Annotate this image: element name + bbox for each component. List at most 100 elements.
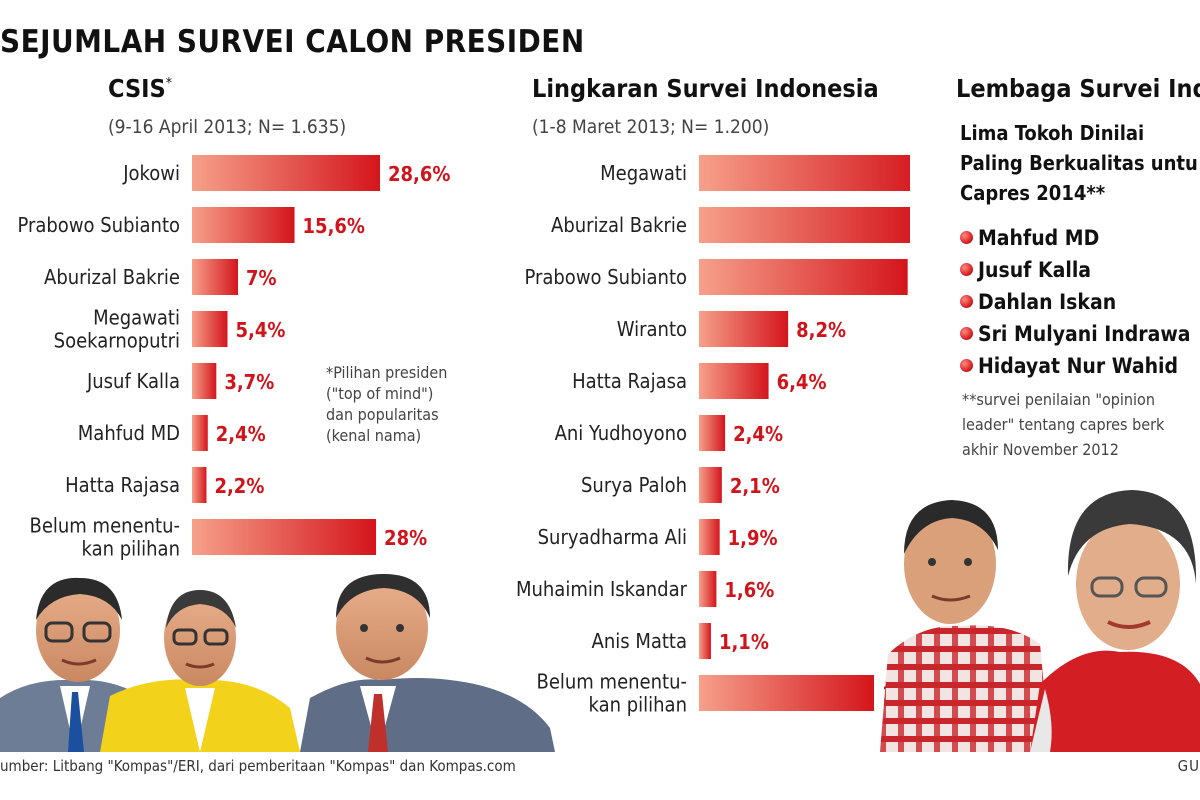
lembaga-item-label: Mahfud MD	[978, 226, 1100, 250]
category-label: Anis Matta	[592, 629, 687, 653]
category-label: Jokowi	[122, 161, 180, 185]
bullet-icon	[960, 327, 973, 340]
value-label: 7%	[246, 266, 277, 290]
bar	[699, 311, 789, 347]
lsi-subtitle: (1-8 Maret 2013; N= 1.200)	[532, 116, 770, 138]
bar	[699, 467, 722, 503]
bar	[192, 207, 295, 243]
lembaga-title: Lembaga Survei Indon	[956, 74, 1200, 103]
value-label: 2,4%	[216, 422, 266, 446]
value-label: 28,6%	[388, 162, 450, 186]
bar	[192, 519, 377, 555]
category-label: kan pilihan	[82, 537, 180, 561]
value-label: 2,4%	[733, 422, 783, 446]
bar	[192, 415, 208, 451]
category-label: Hatta Rajasa	[572, 369, 687, 393]
credit-mark: GU	[1177, 757, 1200, 775]
bar	[699, 207, 910, 243]
value-label: 5,4%	[235, 318, 285, 342]
value-label: 2,1%	[730, 474, 780, 498]
bar	[699, 623, 711, 659]
bar	[699, 519, 720, 555]
category-label: Aburizal Bakrie	[551, 213, 687, 237]
category-label: Aburizal Bakrie	[44, 265, 180, 289]
category-label: Belum menentu-	[536, 670, 687, 694]
category-label: Hatta Rajasa	[65, 473, 180, 497]
value-label: 2,2%	[214, 474, 264, 498]
source-note: umber: Litbang "Kompas"/ERI, dari pember…	[0, 757, 516, 775]
category-label: Wiranto	[617, 317, 687, 341]
lembaga-note: **survei penilaian "opinion leader" tent…	[962, 387, 1164, 462]
category-label: Muhaimin Iskandar	[516, 577, 688, 601]
bullet-icon	[960, 231, 973, 244]
portrait-figure	[100, 590, 300, 752]
value-label: 6,4%	[777, 370, 827, 394]
lembaga-heading-line: Paling Berkualitas untu	[960, 151, 1198, 175]
lembaga-heading-line: Capres 2014**	[960, 181, 1106, 205]
lembaga-heading-line: Lima Tokoh Dinilai	[960, 121, 1145, 145]
category-label: Suryadharma Ali	[538, 525, 687, 549]
bar	[192, 259, 239, 295]
bar	[699, 155, 910, 191]
csis-bar-chart: Jokowi 28,6% Prabowo Subianto 15,6% Aburizal…	[17, 155, 450, 561]
csis-title-mark: *	[165, 75, 173, 92]
value-label: 1,9%	[728, 526, 778, 550]
csis-note-line: (kenal nama)	[326, 426, 422, 445]
category-label: Prabowo Subianto	[524, 265, 687, 289]
lembaga-note-line: akhir November 2012	[962, 440, 1119, 459]
category-label: Prabowo Subianto	[17, 213, 180, 237]
value-label: 28%	[384, 526, 427, 550]
lembaga-heading: Lima Tokoh Dinilai Paling Berkualitas un…	[960, 118, 1198, 208]
category-label: Surya Paloh	[581, 473, 687, 497]
jokowi-megawati-illustration	[880, 490, 1200, 752]
csis-title: CSIS*	[108, 74, 172, 103]
lsi-bar-chart: Megawati20,7%Aburizal Bakrie20,3%Prabowo…	[516, 155, 910, 717]
category-label: Ani Yudhoyono	[555, 421, 687, 445]
lembaga-list-item: Jusuf Kalla	[960, 254, 1191, 286]
category-label: Jusuf Kalla	[86, 369, 180, 393]
category-label: Megawati	[93, 306, 180, 330]
page-title: SEJUMLAH SURVEI CALON PRESIDEN	[0, 24, 585, 60]
value-label: 1,1%	[719, 630, 769, 654]
category-label: kan pilihan	[589, 693, 687, 717]
lsi-title: Lingkaran Survei Indonesia	[532, 74, 879, 103]
portrait-figure	[1030, 490, 1200, 752]
value-label: 15,6%	[303, 214, 365, 238]
csis-note-line: dan popularitas	[326, 405, 439, 424]
csis-note-line: ("top of mind")	[326, 384, 434, 403]
csis-note: *Pilihan presiden ("top of mind") dan po…	[326, 362, 447, 446]
bar	[192, 363, 217, 399]
csis-title-text: CSIS	[108, 74, 166, 103]
bar	[192, 155, 380, 191]
bar	[192, 311, 228, 347]
lembaga-item-label: Jusuf Kalla	[978, 258, 1092, 282]
value-label: 1,6%	[724, 578, 774, 602]
bullet-icon	[960, 295, 973, 308]
lembaga-list-item: Mahfud MD	[960, 222, 1191, 254]
bar	[699, 415, 726, 451]
csis-subtitle: (9-16 April 2013; N= 1.635)	[108, 116, 347, 138]
portrait-figure	[880, 500, 1050, 752]
lembaga-list: Mahfud MD Jusuf Kalla Dahlan Iskan Sri M…	[960, 222, 1191, 382]
lembaga-note-line: **survei penilaian "opinion	[962, 390, 1155, 409]
bullet-icon	[960, 359, 973, 372]
lembaga-item-label: Hidayat Nur Wahid	[978, 354, 1179, 378]
value-label: 3,7%	[224, 370, 274, 394]
lembaga-item-label: Dahlan Iskan	[978, 290, 1117, 314]
lembaga-note-line: leader" tentang capres berk	[962, 415, 1165, 434]
bar	[699, 259, 908, 295]
value-label: 8,2%	[796, 318, 846, 342]
bar	[699, 675, 874, 711]
category-label: Mahfud MD	[78, 421, 180, 445]
bullet-icon	[960, 263, 973, 276]
lembaga-list-item: Hidayat Nur Wahid	[960, 350, 1191, 382]
bar	[699, 571, 717, 607]
lembaga-list-item: Sri Mulyani Indrawa	[960, 318, 1191, 350]
category-label: Megawati	[600, 161, 687, 185]
csis-note-line: *Pilihan presiden	[326, 363, 448, 382]
category-label: Belum menentu-	[29, 514, 180, 538]
bar	[192, 467, 207, 503]
lembaga-item-label: Sri Mulyani Indrawa	[978, 322, 1191, 346]
bar	[699, 363, 769, 399]
category-label: Soekarnoputri	[54, 329, 180, 353]
